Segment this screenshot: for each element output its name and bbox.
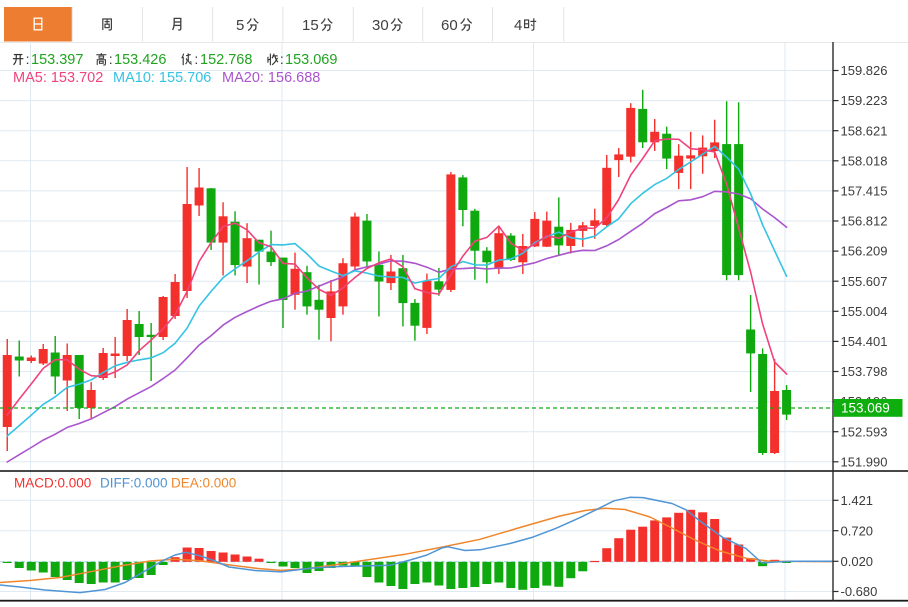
svg-text:5: 5 bbox=[236, 17, 244, 34]
svg-text:DEA:0.000: DEA:0.000 bbox=[171, 476, 236, 491]
svg-text::: : bbox=[109, 51, 113, 67]
svg-text:MACD:0.000: MACD:0.000 bbox=[14, 476, 91, 491]
svg-text:153.069: 153.069 bbox=[285, 52, 337, 68]
svg-text:152.768: 152.768 bbox=[200, 52, 252, 68]
svg-text:152.593: 152.593 bbox=[841, 424, 888, 439]
svg-text::: : bbox=[280, 51, 284, 67]
svg-text:158.621: 158.621 bbox=[841, 123, 888, 138]
svg-text:157.415: 157.415 bbox=[841, 184, 888, 199]
svg-text:156.209: 156.209 bbox=[841, 244, 888, 259]
svg-text:154.401: 154.401 bbox=[841, 334, 888, 349]
svg-text:MA10: 155.706: MA10: 155.706 bbox=[113, 70, 211, 86]
svg-text:DIFF:0.000: DIFF:0.000 bbox=[100, 476, 168, 491]
svg-text:30: 30 bbox=[372, 17, 389, 34]
svg-text::: : bbox=[26, 51, 30, 67]
svg-text:60: 60 bbox=[441, 17, 458, 34]
svg-text:156.812: 156.812 bbox=[841, 214, 888, 229]
svg-text:151.990: 151.990 bbox=[841, 454, 888, 469]
svg-text:15: 15 bbox=[302, 17, 319, 34]
svg-text:153.069: 153.069 bbox=[841, 401, 890, 416]
svg-text:MA20: 156.688: MA20: 156.688 bbox=[222, 70, 320, 86]
svg-text:0.720: 0.720 bbox=[841, 523, 874, 538]
svg-text:159.223: 159.223 bbox=[841, 93, 888, 108]
svg-text:0.020: 0.020 bbox=[841, 554, 874, 569]
svg-text:158.018: 158.018 bbox=[841, 153, 888, 168]
svg-text::: : bbox=[194, 51, 198, 67]
svg-text:155.004: 155.004 bbox=[841, 304, 888, 319]
svg-text:-0.680: -0.680 bbox=[841, 584, 878, 599]
svg-text:153.798: 153.798 bbox=[841, 364, 888, 379]
svg-text:153.397: 153.397 bbox=[31, 52, 83, 68]
svg-text:159.826: 159.826 bbox=[841, 63, 888, 78]
svg-text:1.421: 1.421 bbox=[841, 493, 874, 508]
svg-text:153.426: 153.426 bbox=[114, 52, 166, 68]
svg-text:MA5: 153.702: MA5: 153.702 bbox=[13, 70, 103, 86]
svg-text:4: 4 bbox=[514, 17, 522, 34]
svg-text:155.607: 155.607 bbox=[841, 274, 888, 289]
